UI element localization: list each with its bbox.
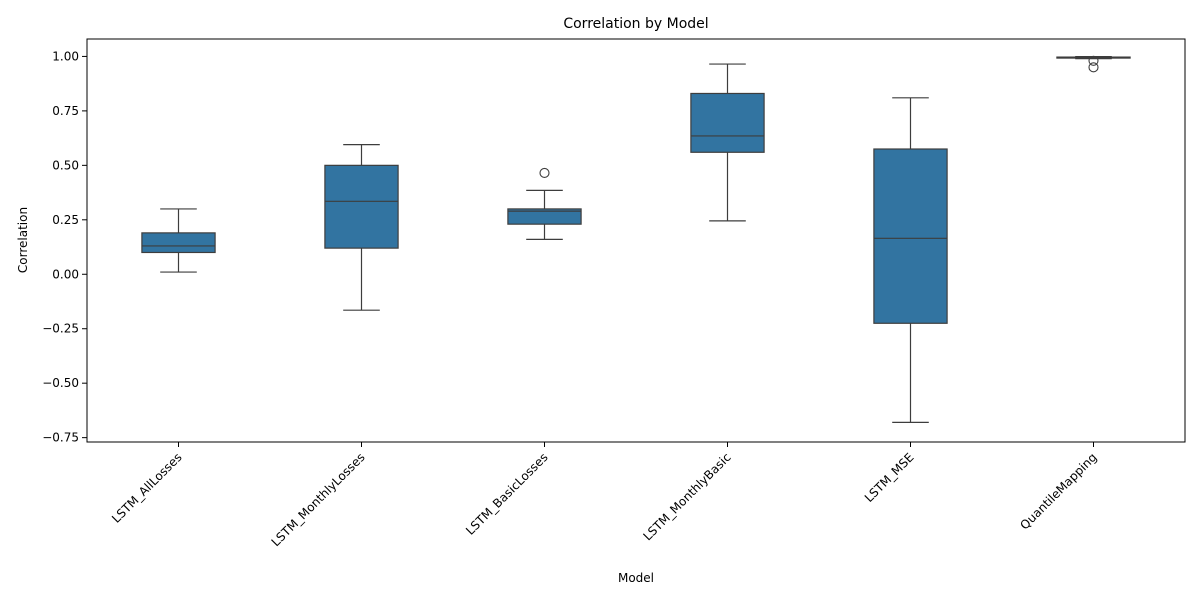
x-tick-label: LSTM_MonthlyBasic: [640, 450, 733, 543]
box-iqr: [324, 164, 399, 249]
box-iqr: [507, 208, 582, 225]
x-tick-label: QuantileMapping: [1017, 450, 1099, 532]
box-group: [690, 63, 765, 222]
y-tick-label: −0.25: [42, 322, 79, 336]
y-tick-label: −0.50: [42, 376, 79, 390]
x-tick-label: LSTM_BasicLosses: [463, 450, 550, 537]
outlier-point: [1088, 62, 1099, 73]
y-axis: −0.75 −0.50 −0.25 0.00 0.25 0.50 0.75 1.00: [42, 49, 87, 445]
y-tick-label: 0.25: [52, 213, 79, 227]
x-tick-label: LSTM_MonthlyLosses: [269, 450, 368, 549]
outlier-point: [1088, 55, 1099, 66]
y-tick-label: 1.00: [52, 49, 79, 63]
box-group: [324, 144, 399, 311]
outlier-point: [539, 167, 550, 179]
box-group: [873, 97, 948, 423]
y-tick-label: 0.00: [52, 267, 79, 281]
box-group: [141, 208, 216, 273]
plot-frame: [86, 38, 1186, 443]
y-axis-title: Correlation: [16, 207, 30, 273]
box-iqr: [141, 232, 216, 254]
plot-area: [141, 55, 1131, 423]
y-tick-label: −0.75: [42, 431, 79, 445]
x-tick-label: LSTM_MSE: [862, 450, 917, 505]
x-axis-title: Model: [618, 571, 654, 585]
chart-title: Correlation by Model: [563, 16, 708, 32]
box-group: [1056, 55, 1131, 73]
y-tick-label: 0.75: [52, 104, 79, 118]
box-group: [507, 167, 582, 241]
x-axis: LSTM_AllLosses LSTM_MonthlyLosses LSTM_Bas…: [109, 442, 1100, 549]
box-iqr: [690, 92, 765, 153]
box-iqr: [873, 148, 948, 324]
x-tick-label: LSTM_AllLosses: [109, 450, 185, 526]
y-tick-label: 0.50: [52, 158, 79, 172]
